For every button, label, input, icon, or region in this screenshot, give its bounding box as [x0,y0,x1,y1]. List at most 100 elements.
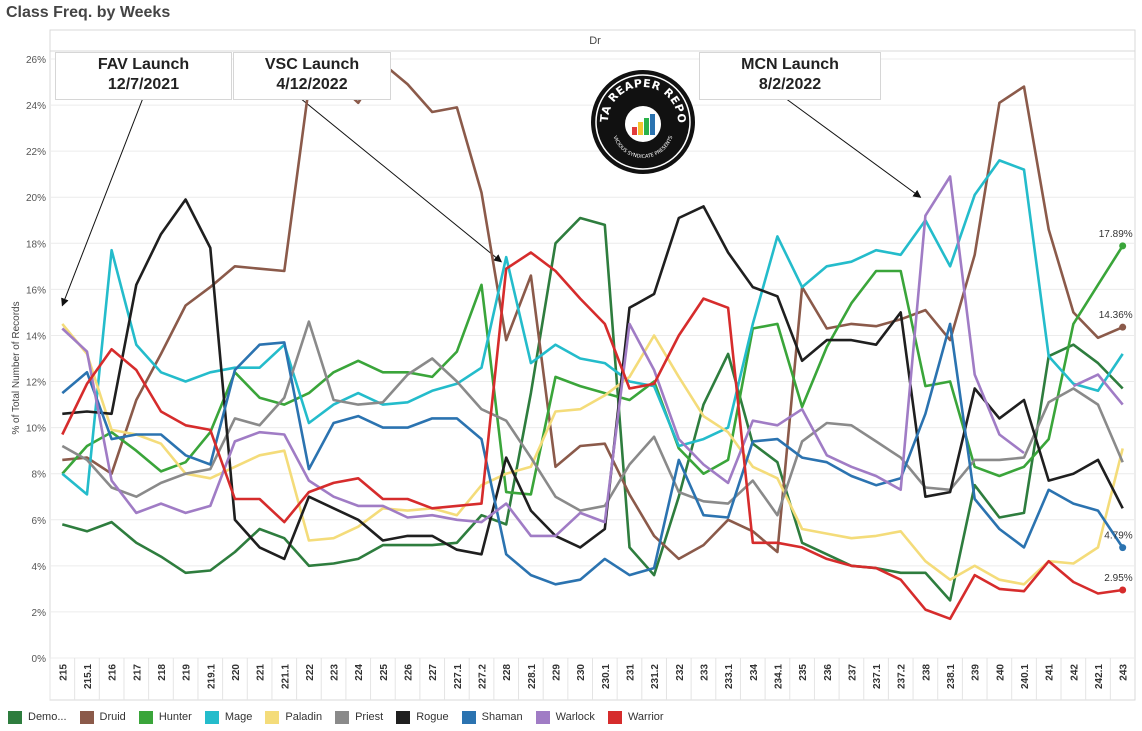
x-tick-label: 227 [428,664,439,681]
legend-label: Priest [355,711,384,723]
y-tick-label: 10% [26,424,46,435]
x-tick-label: 219.1 [206,664,217,689]
x-tick-label: 233.1 [724,664,735,689]
x-tick-label: 230.1 [601,664,612,689]
y-tick-label: 24% [26,101,46,112]
series-line-hunter [61,245,1124,496]
y-axis-title: % of Total Number of Records [11,301,22,434]
data-reaper-report-logo: DATA REAPER REPORT VICIOUS SYNDICATE PRE… [590,69,695,174]
legend-swatch [396,710,411,724]
legend-item[interactable]: Warrior [607,710,664,724]
legend-item[interactable]: Demo... [8,710,67,724]
y-tick-label: 26% [26,55,46,66]
x-tick-label: 235 [798,664,809,681]
x-tick-label: 228.1 [527,664,538,689]
x-tick-label: 223 [330,664,341,681]
legend-item[interactable]: Paladin [265,710,323,724]
end-value-label: 14.36% [1099,310,1133,321]
series-line-rogue [62,198,1124,561]
legend-swatch [335,710,350,724]
annotation-arrow [299,97,503,263]
y-tick-label: 20% [26,193,46,204]
x-tick-label: 239 [971,664,982,681]
panel-header-label: Dr [589,35,601,47]
x-tick-label: 226 [404,664,415,681]
series-line-warlock [61,175,1124,538]
legend-label: Druid [99,711,126,723]
x-tick-label: 224 [354,664,365,681]
x-tick-label: 240.1 [1020,664,1031,689]
annotation-fav-date: 12/7/2021 [107,76,180,93]
x-tick-label: 242 [1069,664,1080,681]
legend-swatch [535,710,550,724]
y-tick-label: 12% [26,378,46,389]
series-line-mage [61,159,1124,496]
x-tick-label: 237.1 [872,664,883,689]
end-point-marker [1119,242,1127,250]
legend-label: Mage [224,711,253,723]
series-line-demo [61,216,1124,602]
annotation-fav-title: FAV Launch [97,56,190,73]
legend-item[interactable]: Mage [204,710,253,724]
legend-swatch [461,710,476,724]
x-tick-label: 236 [823,664,834,681]
series-line-paladin [61,323,1124,586]
x-tick-label: 242.1 [1094,664,1105,689]
y-tick-label: 22% [26,147,46,158]
annotation-arrow [61,97,144,307]
legend-item[interactable]: Druid [79,710,126,724]
x-tick-label: 225 [379,664,390,681]
x-tick-label: 219 [182,664,193,681]
x-tick-label: 241 [1045,664,1056,681]
x-tick-label: 238.1 [946,664,957,689]
annotation-arrow [784,97,922,198]
annotation-mcn-date: 8/2/2022 [758,76,822,93]
legend-swatch [204,710,219,724]
chart-legend: Demo... Druid Hunter Mage Paladin Priest Rogue… [8,708,677,726]
x-tick-label: 232 [675,664,686,681]
end-value-label: 17.89% [1099,229,1133,240]
legend-item[interactable]: Rogue [396,710,449,724]
y-tick-label: 16% [26,285,46,296]
x-tick-label: 231 [625,664,636,681]
x-tick-label: 231.2 [650,664,661,689]
legend-label: Paladin [285,711,323,723]
legend-swatch [79,710,94,724]
legend-swatch [265,710,280,724]
legend-label: Hunter [158,711,192,723]
legend-swatch [607,710,622,724]
x-tick-label: 221.1 [280,664,291,689]
legend-item[interactable]: Priest [335,710,384,724]
series-line-shaman [61,322,1124,586]
legend-item[interactable]: Hunter [138,710,192,724]
x-tick-label: 218 [157,664,168,681]
annotation-fav-launch: FAV Launch 12/7/2021 [55,52,232,100]
legend-label: Demo... [28,711,67,723]
chart-title: Class Freq. by Weeks [6,4,171,21]
legend-item[interactable]: Shaman [461,710,523,724]
legend-swatch [8,710,22,724]
x-tick-label: 237 [847,664,858,681]
y-tick-label: 0% [32,654,47,665]
x-tick-label: 227.1 [453,664,464,689]
x-tick-label: 215.1 [83,664,94,689]
y-tick-label: 6% [32,516,47,527]
x-tick-label: 237.2 [897,664,908,689]
end-point-marker [1119,323,1127,331]
x-tick-label: 220 [231,664,242,681]
x-tick-label: 234 [749,664,760,681]
annotation-vsc-date: 4/12/2022 [276,76,348,93]
x-tick-label: 230 [576,664,587,681]
x-tick-label: 240 [995,664,1006,681]
legend-item[interactable]: Warlock [535,710,595,724]
y-tick-label: 2% [32,608,47,619]
x-tick-label: 229 [552,664,563,681]
legend-label: Rogue [416,711,449,723]
x-tick-label: 216 [108,664,119,681]
x-tick-label: 227.2 [478,664,489,689]
y-tick-label: 4% [32,562,47,573]
annotation-mcn-launch: MCN Launch 8/2/2022 [699,52,881,100]
x-tick-label: 222 [305,664,316,681]
x-tick-label: 228 [502,664,513,681]
